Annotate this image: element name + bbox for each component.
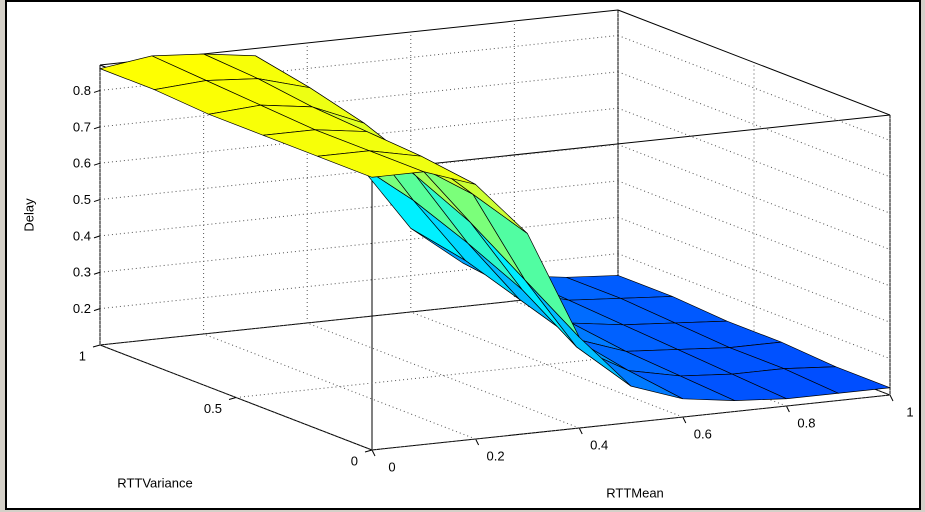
grid-line [99, 34, 619, 91]
x-tick [475, 438, 480, 446]
grid-line [617, 34, 891, 141]
z-tick-label: 0.4 [73, 228, 91, 243]
grid-line [617, 71, 891, 178]
grid-line [410, 311, 683, 418]
grid-line [371, 394, 891, 451]
y-tick [364, 449, 373, 453]
box-edge [371, 114, 891, 171]
x-tick-label: 1 [906, 404, 913, 419]
z-tick [93, 89, 101, 93]
x-tick [682, 416, 687, 424]
grid-line [99, 344, 373, 451]
x-tick [785, 405, 790, 413]
z-tick-label: 0.6 [73, 156, 91, 171]
grid-line [617, 180, 891, 287]
z-tick [93, 271, 101, 275]
x-tick-label: 0.4 [590, 437, 608, 452]
x-tick [371, 449, 376, 457]
grid-line [203, 333, 476, 440]
y-tick-label: 0.5 [204, 401, 222, 416]
grid-line [99, 180, 619, 237]
surface-patch [317, 150, 424, 178]
y-axis-label: RTTVariance [117, 475, 192, 490]
grid-line [99, 289, 619, 346]
z-tick-label: 0.7 [73, 119, 91, 134]
z-tick [93, 126, 101, 130]
z-axis-label: Delay [21, 198, 36, 232]
grid-line [99, 216, 619, 273]
z-tick-label: 0.5 [73, 192, 91, 207]
grid-line [307, 322, 580, 429]
y-tick [92, 344, 101, 348]
grid-line [617, 107, 891, 214]
z-tick [93, 235, 101, 239]
z-tick [93, 162, 101, 166]
z-tick-label: 0.3 [73, 265, 91, 280]
z-tick-label: 0.2 [73, 301, 91, 316]
x-tick-label: 0.6 [694, 426, 712, 441]
z-tick [93, 308, 101, 312]
x-tick-label: 0.8 [797, 415, 815, 430]
x-axis-label: RTTMean [606, 485, 664, 500]
x-tick [889, 394, 894, 402]
z-tick-label: 0.8 [73, 83, 91, 98]
x-tick [578, 427, 583, 435]
y-tick [228, 397, 237, 400]
z-tick [93, 199, 101, 203]
box-edge [617, 9, 891, 116]
x-tick-label: 0.2 [487, 448, 505, 463]
grid-line [617, 216, 891, 323]
grid-line [99, 253, 619, 310]
y-tick-label: 0 [351, 453, 358, 468]
grid-line [617, 144, 891, 251]
y-tick-label: 1 [79, 348, 86, 363]
grid-line [617, 253, 891, 360]
x-tick-label: 0 [388, 459, 395, 474]
grid-line [99, 71, 619, 128]
grid-line [235, 342, 755, 398]
